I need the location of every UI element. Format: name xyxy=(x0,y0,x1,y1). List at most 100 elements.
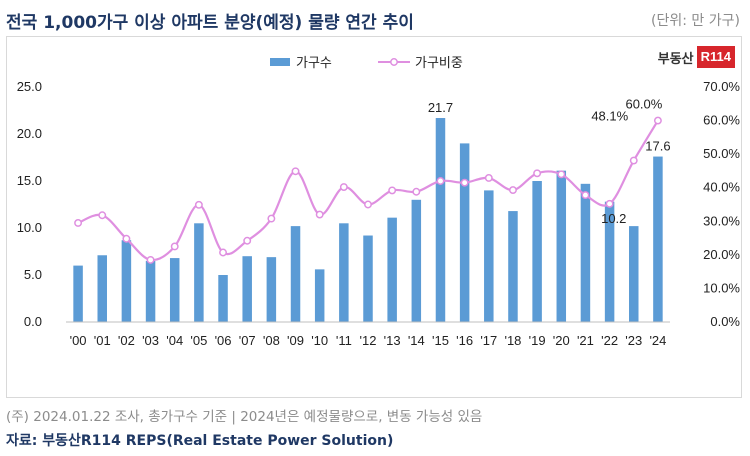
x-axis: '00 '01 '02 '03 '04 '05 '06 '07 '08 '09 '10 '11 '12 '… xyxy=(66,321,670,348)
logo-text: 부동산 xyxy=(657,51,694,67)
line-point xyxy=(194,200,203,209)
line-point xyxy=(605,199,614,208)
line-point xyxy=(364,200,372,209)
x-tick-label: '24 xyxy=(649,333,666,348)
line-point xyxy=(146,255,155,264)
bar xyxy=(290,226,301,322)
bar xyxy=(387,217,397,322)
x-tick-label: '06 xyxy=(215,333,232,348)
y-left-tick-label: 0.0 xyxy=(24,314,42,329)
y-right-tick-label: 20.0% xyxy=(703,247,740,262)
x-tick-label: '03 xyxy=(142,333,159,348)
line-point xyxy=(339,183,348,191)
x-tick-label: '09 xyxy=(287,333,304,348)
x-tick-label: '21 xyxy=(577,333,594,348)
y-left-tick-label: 15.0 xyxy=(17,173,42,188)
line-point xyxy=(219,248,227,257)
x-tick-label: '02 xyxy=(118,333,135,348)
logo-badge: R114 xyxy=(696,46,735,68)
line-point xyxy=(533,169,542,178)
x-tick-label: '05 xyxy=(190,333,207,348)
y-right-tick-label: 30.0% xyxy=(703,213,740,228)
y-right-tick-label: 10.0% xyxy=(703,280,740,295)
bar xyxy=(508,211,518,322)
bar xyxy=(411,199,422,322)
line-point xyxy=(436,177,445,185)
y-left-tick-label: 10.0 xyxy=(17,220,42,235)
x-tick-label: '19 xyxy=(529,333,546,348)
data-label: 60.0% xyxy=(625,97,662,112)
y-left-tick-label: 25.0 xyxy=(17,79,42,94)
bar xyxy=(339,223,349,322)
bar xyxy=(604,201,615,322)
x-tick-label: '16 xyxy=(456,333,473,348)
bar xyxy=(653,156,663,322)
chart-svg: 가구수 가구비중 0.0 5.0 10.0 15.0 20.0 25.0 0.0% 10.0%… xyxy=(17,56,741,348)
legend-marker xyxy=(390,58,398,66)
x-tick-label: '23 xyxy=(625,333,642,348)
y-right-tick-label: 60.0% xyxy=(703,113,740,128)
bar xyxy=(194,223,204,322)
line-point xyxy=(412,187,421,196)
data-labels: 21.7 10.2 17.6 48.1%60.0% xyxy=(428,97,671,227)
data-label: 10.2 xyxy=(601,211,626,226)
bar xyxy=(121,240,132,322)
y-right-tick-label: 70.0% xyxy=(703,79,740,94)
x-tick-label: '17 xyxy=(480,333,497,348)
bar xyxy=(629,226,639,322)
y-left-tick-label: 20.0 xyxy=(17,126,42,141)
line-point xyxy=(629,156,638,165)
x-tick-label: '00 xyxy=(70,333,87,348)
legend-label: 가구수 xyxy=(296,56,332,71)
bar xyxy=(580,183,591,322)
line-point xyxy=(243,236,252,245)
line-point xyxy=(388,186,397,195)
footnote: (주) 2024.01.22 조사, 총가구수 기준 | 2024년은 예정물량… xyxy=(6,409,483,425)
x-tick-label: '13 xyxy=(384,333,401,348)
data-label: 21.7 xyxy=(428,100,453,115)
data-label: 48.1% xyxy=(591,109,628,124)
x-tick-label: '18 xyxy=(504,333,521,348)
x-tick-label: '08 xyxy=(263,333,280,348)
line-point xyxy=(581,191,590,200)
bar xyxy=(73,265,83,322)
x-tick-label: '07 xyxy=(239,333,256,348)
legend: 가구수 가구비중 xyxy=(270,56,463,71)
line-point xyxy=(315,210,324,219)
line-point xyxy=(267,214,276,223)
legend-swatch-bar xyxy=(270,58,290,66)
data-label: 17.6 xyxy=(645,139,670,154)
brand-logo: 부동산 R114 xyxy=(658,44,735,70)
bar xyxy=(435,118,446,323)
y-right-tick-label: 50.0% xyxy=(703,146,740,161)
line-point xyxy=(653,116,662,125)
bar xyxy=(169,258,180,322)
bar xyxy=(145,260,156,322)
x-tick-label: '11 xyxy=(336,333,352,348)
line-point xyxy=(291,167,300,176)
chart-frame xyxy=(6,36,742,398)
bar xyxy=(556,170,567,322)
x-tick-label: '14 xyxy=(408,333,425,348)
x-tick-label: '15 xyxy=(432,333,449,348)
x-tick-label: '04 xyxy=(166,333,183,348)
chart-title: 전국 1,000가구 이상 아파트 분양(예정) 물량 연간 추이 xyxy=(6,13,414,33)
y-right-tick-label: 40.0% xyxy=(703,180,740,195)
bar xyxy=(363,235,373,322)
line-point xyxy=(509,186,517,195)
y-axis-left: 0.0 5.0 10.0 15.0 20.0 25.0 xyxy=(17,79,42,329)
bar xyxy=(242,256,252,322)
bar xyxy=(266,257,277,322)
x-tick-label: '20 xyxy=(553,333,570,348)
bar xyxy=(218,275,228,322)
line-point xyxy=(98,211,107,220)
line-series xyxy=(74,116,662,264)
legend-label: 가구비중 xyxy=(415,56,463,71)
x-tick-label: '01 xyxy=(94,333,111,348)
bar xyxy=(314,269,325,322)
bar xyxy=(459,143,470,322)
x-tick-label: '10 xyxy=(311,333,328,348)
unit-label: (단위: 만 가구) xyxy=(651,13,740,29)
bar xyxy=(97,255,107,322)
line-point xyxy=(74,219,83,227)
